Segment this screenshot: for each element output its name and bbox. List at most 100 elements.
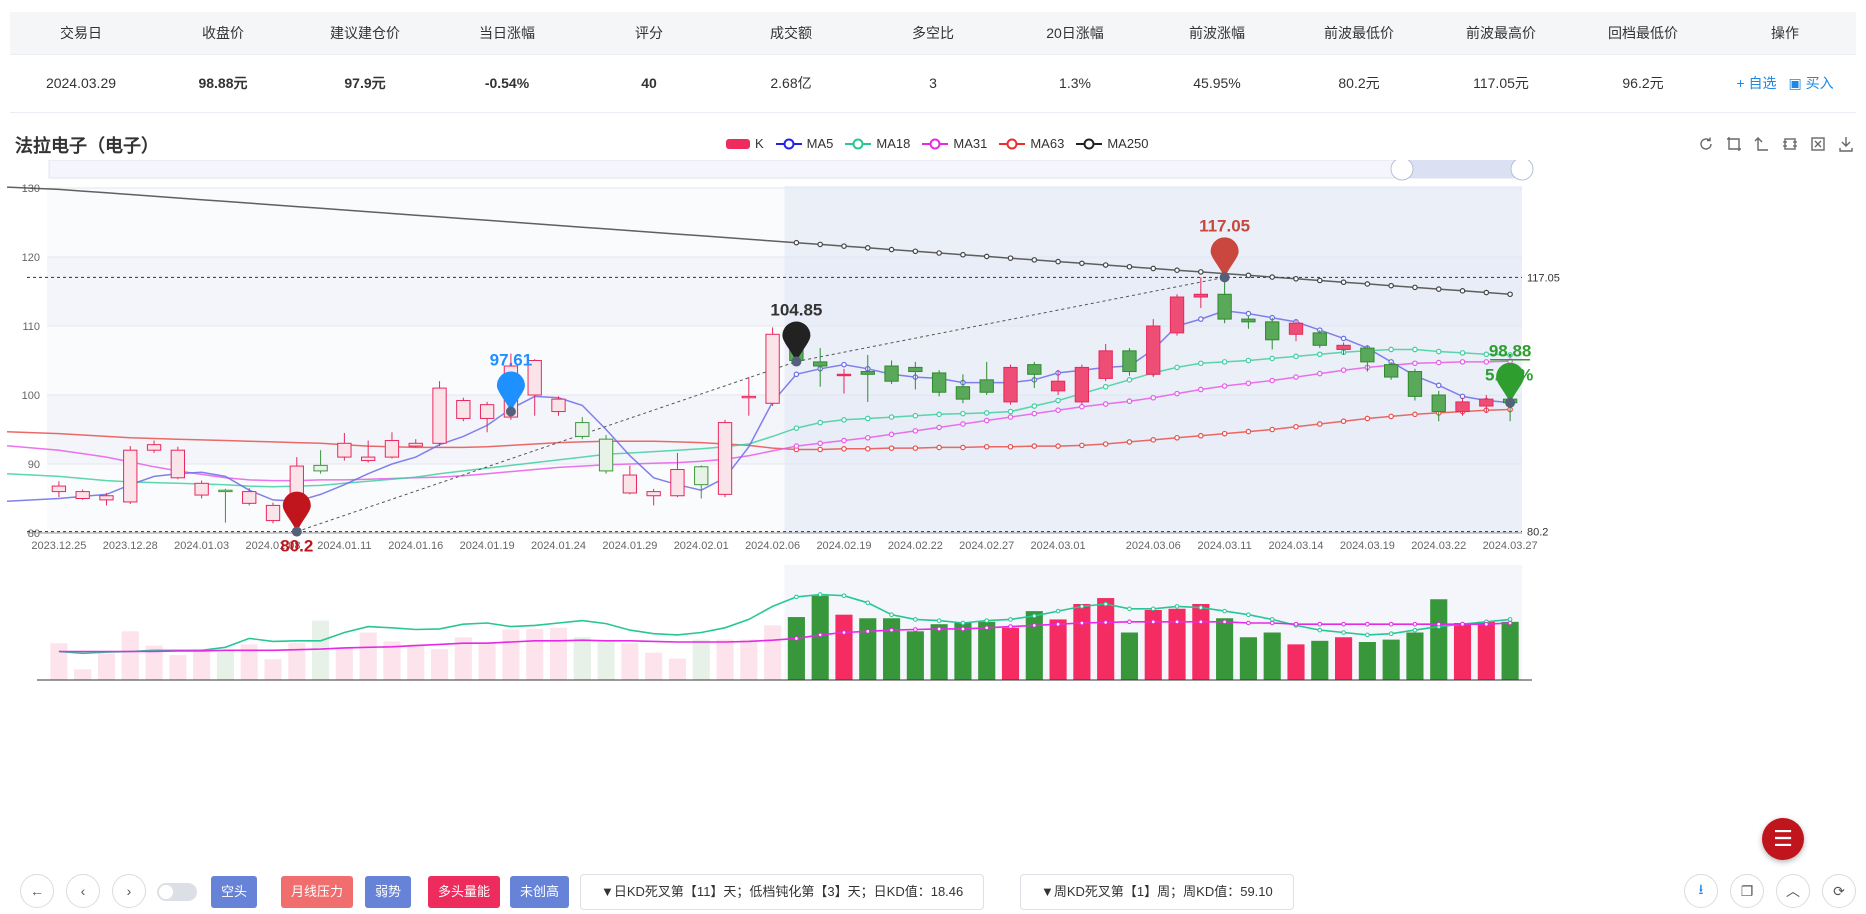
candle-body bbox=[194, 482, 209, 496]
tag-weak[interactable]: 弱势 bbox=[365, 876, 412, 908]
buy-button[interactable]: ▣ 买入 bbox=[1788, 75, 1833, 91]
ma5-line-point bbox=[1198, 316, 1204, 322]
restore-icon[interactable] bbox=[1780, 134, 1800, 154]
col-header: 交易日 bbox=[10, 12, 152, 55]
legend-item-ma63[interactable]: MA63 bbox=[999, 136, 1064, 151]
tag-bull-volume[interactable]: 多头量能 bbox=[428, 876, 501, 908]
ma31-line-point bbox=[1483, 359, 1490, 365]
col-header: 前波涨幅 bbox=[1146, 12, 1288, 55]
chevron-up-icon: ︿ bbox=[1786, 883, 1800, 899]
ma18-line-point bbox=[1198, 360, 1204, 367]
ma18-line-point bbox=[1126, 377, 1133, 383]
ma31-line-point bbox=[1245, 380, 1252, 387]
volume-bar bbox=[383, 641, 401, 680]
volume-ma-slow-line-point bbox=[889, 627, 894, 633]
legend-item-ma250[interactable]: MA250 bbox=[1076, 136, 1149, 151]
volume-ma-slow-line-point bbox=[1365, 621, 1370, 627]
volume-bar bbox=[1335, 637, 1353, 680]
scroll-top-button[interactable]: ︿ bbox=[1776, 874, 1810, 908]
volume-bar bbox=[930, 624, 948, 680]
volume-ma-fast-line-point bbox=[1412, 627, 1418, 633]
volume-ma-fast-line-point bbox=[794, 594, 799, 600]
volume-bar bbox=[312, 620, 330, 680]
ma63-line-point bbox=[1126, 439, 1133, 445]
ma18-line-point bbox=[864, 415, 871, 422]
volume-bar bbox=[954, 623, 972, 680]
ma18-line-point bbox=[1507, 352, 1513, 358]
candle-body bbox=[479, 404, 495, 419]
x-axis-label: 2024.01.29 bbox=[602, 540, 657, 552]
volume-bar bbox=[811, 595, 829, 680]
zoom-area-icon[interactable] bbox=[1724, 134, 1744, 154]
volume-ma-fast-line-point bbox=[984, 618, 990, 623]
download-icon: ⭳ bbox=[1698, 881, 1704, 897]
ma18-line-point bbox=[936, 411, 942, 418]
download-button[interactable]: ⭳ bbox=[1684, 874, 1718, 908]
volume-ma-fast-line-point bbox=[1031, 613, 1037, 619]
x-axis-label: 2024.01.24 bbox=[531, 540, 586, 552]
volume-ma-fast-line-point bbox=[960, 620, 966, 626]
volume-bar bbox=[1453, 623, 1472, 680]
add-watchlist-button[interactable]: + 自选 bbox=[1736, 75, 1777, 91]
prev-button[interactable]: ‹ bbox=[66, 874, 100, 908]
candle-body bbox=[836, 373, 852, 377]
legend-item-ma31[interactable]: MA31 bbox=[922, 136, 987, 151]
tag-bear[interactable]: 空头 bbox=[211, 876, 258, 908]
tag-monthly-pressure[interactable]: 月线压力 bbox=[281, 876, 354, 908]
ma18-line-point bbox=[1293, 353, 1299, 360]
tag-no-new-high[interactable]: 未创高 bbox=[510, 876, 570, 908]
volume-bar bbox=[121, 631, 139, 680]
menu-fab-button[interactable]: ☰ bbox=[1762, 818, 1804, 860]
legend-k-swatch bbox=[726, 138, 750, 149]
volume-bar bbox=[1501, 621, 1519, 680]
candle-body bbox=[717, 422, 733, 495]
download-icon[interactable] bbox=[1836, 134, 1856, 154]
candle-body bbox=[432, 387, 447, 444]
price-marker: 104.85 bbox=[770, 301, 822, 367]
legend-item-ma5[interactable]: MA5 bbox=[775, 136, 833, 151]
copy-button[interactable]: ❐ bbox=[1730, 874, 1764, 908]
volume-bar bbox=[835, 614, 853, 680]
x-axis-label: 2024.01.11 bbox=[317, 540, 371, 552]
zoom-reset-icon[interactable] bbox=[1752, 134, 1772, 154]
ma63-line bbox=[6, 408, 1511, 451]
volume-ma-slow-line-point bbox=[1269, 620, 1275, 626]
ma250-line-point bbox=[936, 250, 942, 256]
cell-score: 40 bbox=[578, 54, 720, 113]
ma63-line-point bbox=[1412, 411, 1418, 418]
ma18-line-point bbox=[1388, 346, 1394, 353]
col-header: 评分 bbox=[578, 12, 720, 55]
cell-pullback-low: 96.2元 bbox=[1572, 54, 1714, 113]
col-header: 成交额 bbox=[720, 12, 862, 55]
volume-ma-slow-line-point bbox=[1484, 621, 1489, 627]
volume-ma-slow-line-point bbox=[1222, 619, 1227, 625]
reload-button[interactable]: ⟳ bbox=[1822, 874, 1856, 908]
back-button[interactable]: ← bbox=[20, 874, 54, 908]
volume-bar bbox=[645, 652, 663, 680]
volume-bar bbox=[1382, 639, 1400, 680]
clear-icon[interactable] bbox=[1808, 134, 1828, 154]
x-axis-label: 2024.02.27 bbox=[959, 540, 1014, 552]
candle-body bbox=[218, 489, 233, 493]
legend-item-ma18[interactable]: MA18 bbox=[845, 136, 910, 151]
y-axis-label: 110 bbox=[22, 321, 40, 333]
volume-bar bbox=[1406, 632, 1424, 680]
legend-item-k[interactable]: K bbox=[726, 136, 764, 151]
kline-chart[interactable]: 80 90 100 110 120 130 2023.12.25 2023.12.28 2024… bbox=[0, 160, 1866, 820]
candle-body bbox=[1336, 344, 1351, 350]
cell-actions: + 自选 ▣ 买入 bbox=[1714, 54, 1856, 113]
price-marker: 97.61 bbox=[490, 350, 532, 417]
toggle-switch[interactable] bbox=[157, 883, 197, 901]
ma250-line-point bbox=[1388, 282, 1394, 289]
volume-bar bbox=[1263, 632, 1281, 680]
volume-bar bbox=[1073, 604, 1091, 680]
volume-ma-slow-line-point bbox=[1317, 621, 1323, 627]
refresh-icon[interactable] bbox=[1696, 134, 1716, 154]
candle-body bbox=[1122, 350, 1137, 373]
candle-body bbox=[670, 469, 685, 497]
ma31-line-point bbox=[1031, 410, 1038, 417]
chevron-right-icon: › bbox=[126, 883, 132, 899]
ma250-line-point bbox=[1150, 265, 1157, 272]
next-button[interactable]: › bbox=[112, 874, 146, 908]
candle-body bbox=[456, 400, 471, 419]
